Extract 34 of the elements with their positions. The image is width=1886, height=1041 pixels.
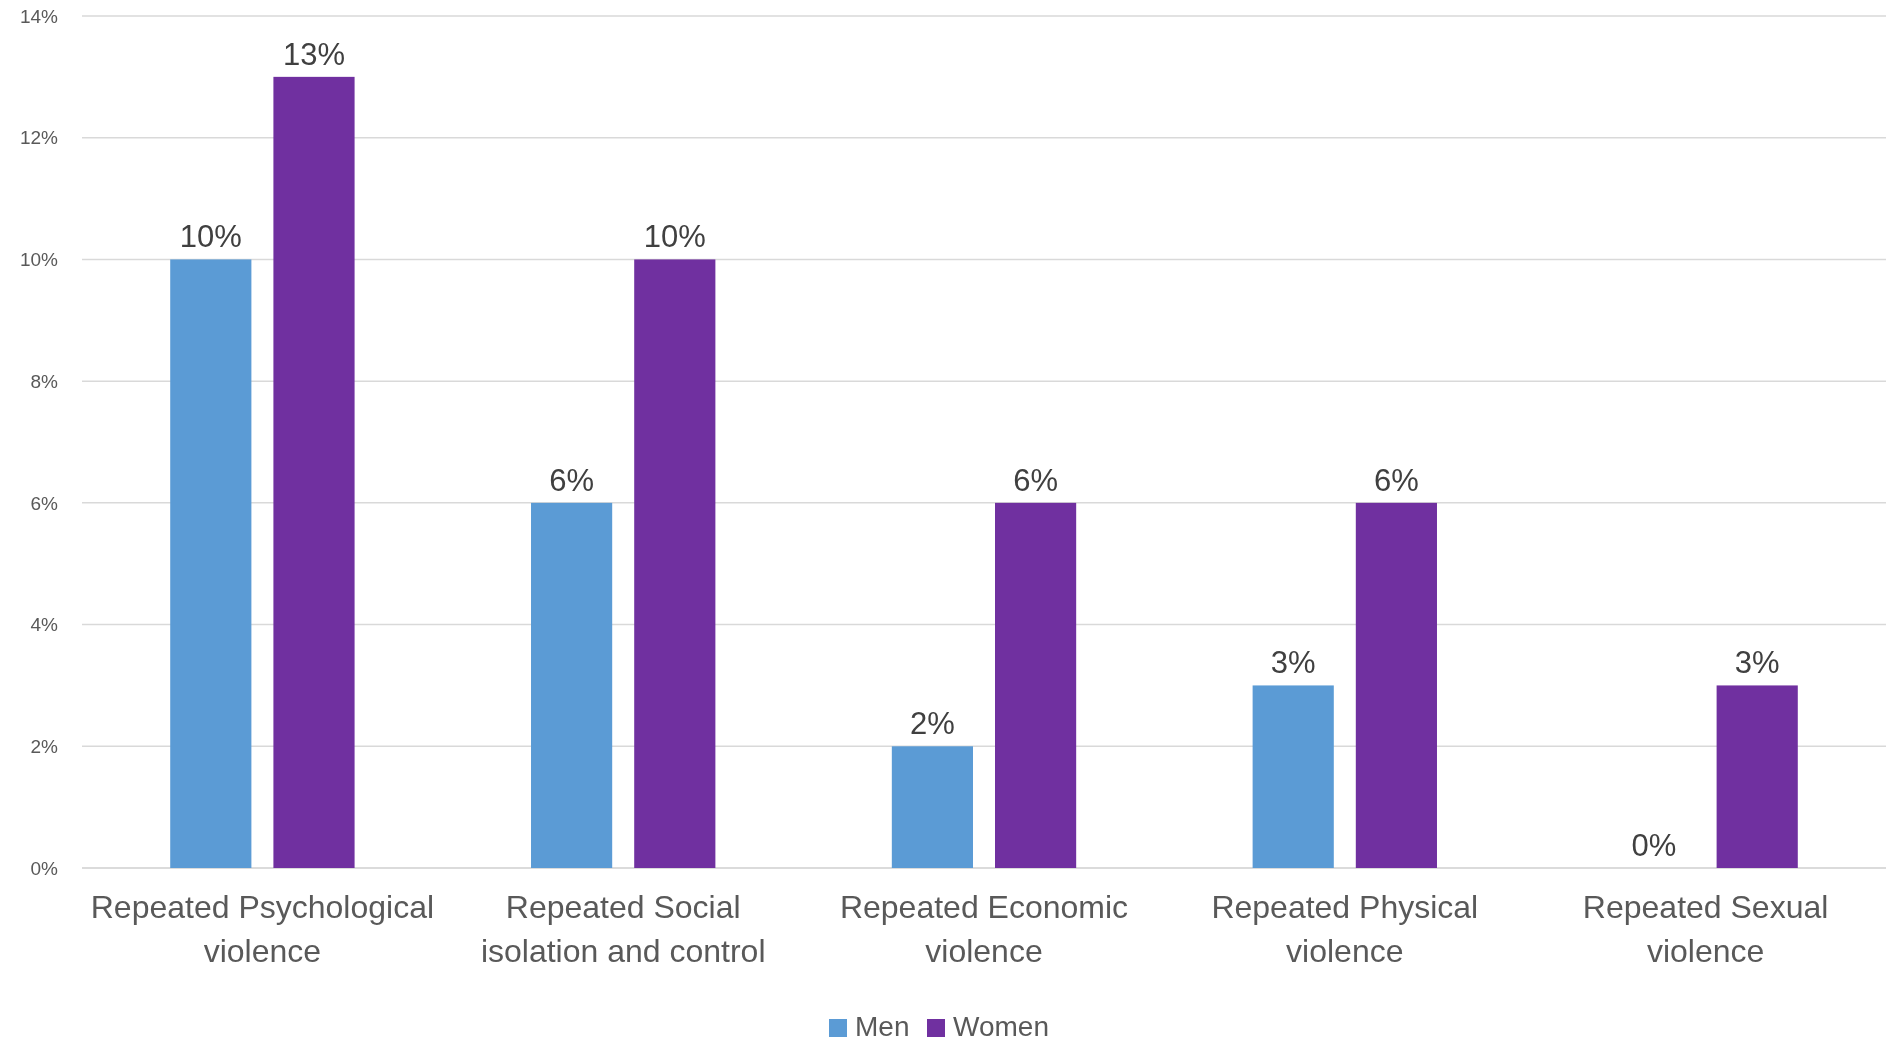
text: 6% [549, 462, 595, 498]
text: 10% [643, 219, 706, 255]
bar [995, 502, 1077, 868]
y-tick-label: 10% [19, 249, 59, 271]
legend-label: Men [855, 1011, 910, 1041]
y-tick-label: 14% [19, 5, 59, 27]
bar [273, 76, 355, 868]
y-tick-label: 0% [30, 857, 59, 879]
x-tick-label: Repeated Economic violence [839, 889, 1129, 969]
text: 10% [179, 219, 242, 255]
y-tick-label: 2% [30, 735, 59, 757]
text: 6% [1373, 462, 1419, 498]
y-tick-label: 8% [30, 370, 59, 392]
bar [531, 502, 613, 868]
x-tick-label: Repeated Sexual violence [1582, 889, 1829, 969]
bar [1355, 502, 1437, 868]
y-tick-label: 4% [30, 614, 59, 636]
y-tick-label: 12% [19, 127, 59, 149]
x-tick-label: Repeated Social isolation and control [480, 889, 766, 969]
bar [634, 259, 716, 868]
text: 13% [282, 36, 346, 72]
text: 3% [1270, 645, 1316, 681]
x-tick-label: Repeated Physical violence [1211, 889, 1479, 969]
x-tick-label: Repeated Psychological violence [90, 889, 435, 969]
text: 6% [1013, 462, 1058, 498]
bar [1716, 685, 1798, 868]
bar [891, 746, 973, 868]
legend-label: Women [953, 1011, 1049, 1041]
bar [1252, 685, 1334, 868]
text: 0% [1631, 828, 1677, 863]
y-tick-label: 6% [30, 492, 59, 514]
bar [170, 259, 252, 868]
text: 2% [910, 706, 955, 742]
text: 3% [1734, 645, 1780, 681]
